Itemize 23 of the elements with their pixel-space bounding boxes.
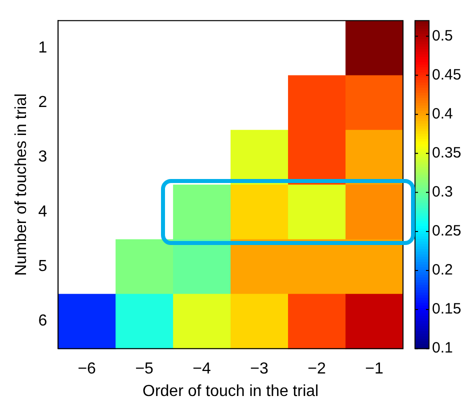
y-tick-label: 5: [38, 258, 48, 276]
color-bar-label: 0.3: [432, 184, 453, 201]
y-tick-label: 1: [38, 39, 48, 56]
y-tick-label: 3: [38, 148, 48, 166]
color-bar-label: 0.15: [432, 300, 462, 318]
x-tick-label: −3: [250, 360, 269, 378]
y-tick-label: 6: [38, 312, 48, 330]
x-axis-title: Order of touch in the trial: [142, 382, 319, 400]
y-axis-title: Number of touches in trial: [13, 93, 30, 276]
color-bar-label: 0.2: [432, 262, 453, 279]
x-tick-label: −2: [308, 360, 326, 378]
color-bar-label: 0.4: [432, 105, 453, 122]
color-bar-label: 0.5: [432, 27, 453, 44]
x-tick-label: −4: [192, 360, 212, 378]
color-bar-label: 0.25: [432, 222, 462, 240]
color-bar-label: 0.35: [432, 144, 462, 162]
y-tick-label: 4: [38, 203, 48, 220]
x-tick-label: −6: [78, 360, 96, 378]
y-tick-label: 2: [38, 94, 48, 112]
color-bar-label: 0.1: [432, 340, 453, 357]
x-tick-label: −1: [365, 360, 384, 378]
color-bar-label: 0.45: [432, 66, 462, 84]
x-tick-label: −5: [135, 360, 154, 378]
